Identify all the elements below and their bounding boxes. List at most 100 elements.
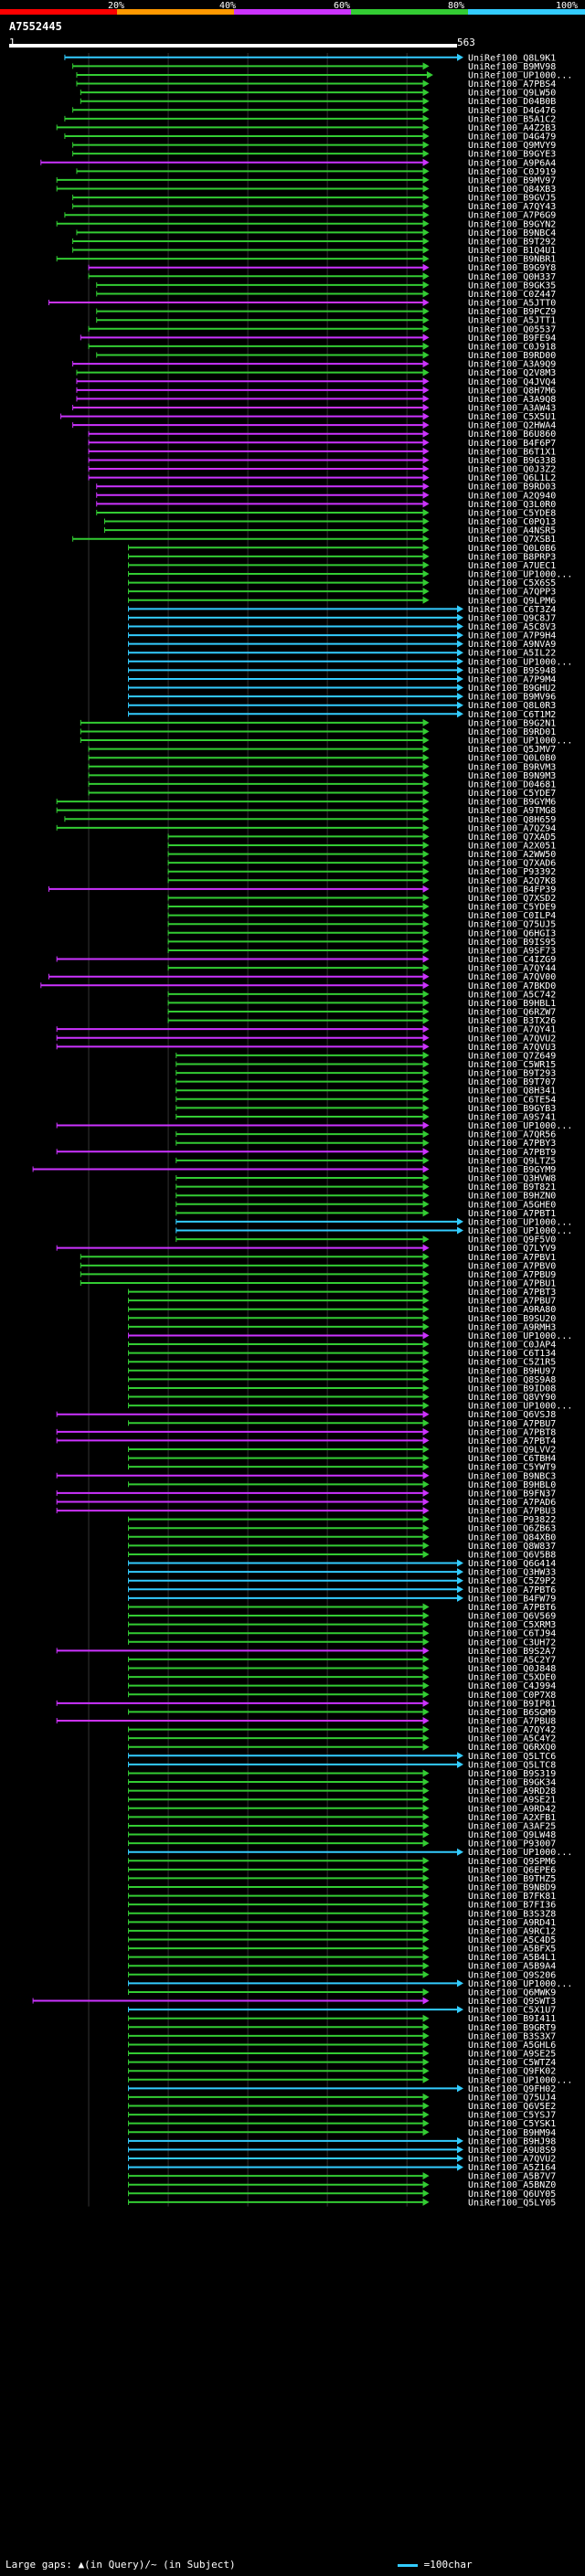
hit-arrow-icon: [422, 1322, 430, 1330]
hit-arrow-icon: [422, 1383, 430, 1392]
hit-arrow-icon: [422, 263, 430, 271]
hit-label: UniRef100_A7QZ94: [468, 823, 556, 833]
hit-label: UniRef100_Q6G414: [468, 1559, 556, 1569]
hit-arrow-icon: [422, 2075, 430, 2083]
hit-label: UniRef100_P93392: [468, 867, 556, 877]
hit-arrow-icon: [422, 955, 430, 963]
hit-arrow-icon: [422, 2172, 430, 2180]
hit-label: UniRef100_Q6EPE6: [468, 1865, 556, 1875]
hit-label: UniRef100_Q5LTC8: [468, 1760, 556, 1770]
hit-label: UniRef100_C0ILP4: [468, 911, 556, 921]
hit-label: UniRef100_B9GYM6: [468, 798, 556, 808]
identity-color-legend: 20% 40% 60% 80% 100%: [0, 1, 585, 15]
hit-label: UniRef100_A7PBU7: [468, 1297, 556, 1307]
hit-arrow-icon: [422, 272, 430, 281]
hit-arrow-icon: [422, 141, 430, 149]
query-bar: [9, 44, 457, 48]
legend-purple-segment: [234, 9, 351, 15]
hit-label: UniRef100_A7QPP3: [468, 588, 556, 598]
legend-tick-20: 20%: [108, 1, 124, 11]
hit-label: UniRef100_C0J919: [468, 167, 556, 177]
hit-arrow-icon: [422, 2023, 430, 2031]
hit-label: UniRef100_UP1000...: [468, 70, 572, 80]
hit-label: UniRef100_A9SF73: [468, 946, 556, 956]
hit-label: UniRef100_Q6RXQ0: [468, 1743, 556, 1753]
hit-arrow-icon: [422, 1182, 430, 1191]
hit-label: UniRef100_Q8W837: [468, 1542, 556, 1552]
hit-label: UniRef100_A5IL22: [468, 649, 556, 659]
hit-label: UniRef100_A5C2Y7: [468, 1655, 556, 1665]
hit-arrow-icon: [422, 491, 430, 499]
hit-label: UniRef100_A7QR56: [468, 1130, 556, 1140]
hit-arrow-icon: [422, 158, 430, 166]
hit-label: UniRef100_Q2V8M3: [468, 368, 556, 378]
hit-label: UniRef100_D4G479: [468, 133, 556, 143]
hit-label: UniRef100_P93822: [468, 1515, 556, 1525]
hit-arrow-icon: [457, 1576, 463, 1585]
hit-label: UniRef100_A7QY41: [468, 1025, 556, 1035]
hit-arrow-icon: [422, 1489, 430, 1497]
hit-arrow-icon: [422, 1821, 430, 1829]
hit-label: UniRef100_B9THZ5: [468, 1874, 556, 1884]
hit-arrow-icon: [422, 1366, 430, 1374]
hit-arrow-icon: [422, 1454, 430, 1462]
hit-arrow-icon: [422, 938, 430, 946]
hit-label: UniRef100_A7PBU8: [468, 1716, 556, 1726]
hit-label: UniRef100_A9P6A4: [468, 158, 556, 168]
hit-arrow-icon: [422, 1060, 430, 1068]
hit-arrow-icon: [457, 613, 463, 621]
hit-arrow-icon: [422, 1655, 430, 1663]
hit-label: UniRef100_Q9S206: [468, 1970, 556, 1980]
hit-label: UniRef100_B9SU20: [468, 1314, 556, 1324]
scale-start: 1: [9, 37, 16, 48]
hit-label: UniRef100_A7PBV0: [468, 1261, 556, 1271]
hit-label: UniRef100_B3S3Z8: [468, 1909, 556, 1919]
hit-arrow-icon: [422, 1349, 430, 1357]
hit-arrow-icon: [457, 1594, 463, 1602]
hit-label: UniRef100_B9G338: [468, 456, 556, 466]
hit-arrow-icon: [422, 727, 430, 736]
hit-label: UniRef100_Q6HGI3: [468, 928, 556, 938]
hit-label: UniRef100_C5YDE9: [468, 903, 556, 913]
hit-label: UniRef100_A7QVU3: [468, 1043, 556, 1053]
hit-arrow-icon: [422, 762, 430, 770]
hit-label: UniRef100_Q7Z649: [468, 1051, 556, 1061]
hit-label: UniRef100_A9U8S9: [468, 2146, 556, 2156]
hit-label: UniRef100_A7UEC1: [468, 561, 556, 571]
hit-arrow-icon: [422, 1839, 430, 1848]
hit-arrow-icon: [457, 631, 463, 640]
hit-label: UniRef100_A3A9Q9: [468, 360, 556, 370]
hit-label: UniRef100_Q9LPM6: [468, 596, 556, 606]
hit-label: UniRef100_B9NBD9: [468, 1883, 556, 1893]
hit-arrow-icon: [422, 754, 430, 762]
hit-arrow-icon: [457, 674, 463, 683]
hit-arrow-icon: [422, 167, 430, 175]
hit-label: UniRef100_B9GRT9: [468, 2023, 556, 2033]
hit-label: UniRef100_C6T3Z4: [468, 605, 556, 615]
hit-arrow-icon: [457, 1848, 463, 1856]
hit-arrow-icon: [422, 219, 430, 228]
hit-label: UniRef100_Q2HWA4: [468, 421, 556, 431]
hit-label: UniRef100_B9GK34: [468, 1778, 556, 1788]
hit-label: UniRef100_B9GHU2: [468, 684, 556, 694]
hit-arrow-icon: [422, 1314, 430, 1322]
hit-label: UniRef100_B9IP81: [468, 1699, 556, 1709]
hit-label: UniRef100_UP1000...: [468, 2075, 572, 2085]
hit-arrow-icon: [422, 62, 430, 70]
footer-scale-note: =100char: [398, 2559, 473, 2571]
hit-label: UniRef100_Q8L9K1: [468, 53, 556, 63]
hit-arrow-icon: [422, 150, 430, 158]
hit-label: UniRef100_Q84XB0: [468, 1532, 556, 1542]
hit-label: UniRef100_A9RC12: [468, 1926, 556, 1936]
hit-arrow-icon: [422, 885, 430, 893]
hit-label: UniRef100_C6TBH4: [468, 1454, 556, 1464]
hit-label: UniRef100_Q9LVV2: [468, 1446, 556, 1456]
hit-label: UniRef100_Q6V5B8: [468, 1550, 556, 1560]
hit-label: UniRef100_B9S2A7: [468, 1647, 556, 1657]
hit-label: UniRef100_A2WW50: [468, 850, 556, 860]
hit-arrow-icon: [422, 246, 430, 254]
hit-arrow-icon: [422, 1095, 430, 1103]
hit-arrow-icon: [422, 2180, 430, 2189]
hit-label: UniRef100_Q84XB3: [468, 185, 556, 195]
hit-arrow-icon: [422, 737, 430, 745]
